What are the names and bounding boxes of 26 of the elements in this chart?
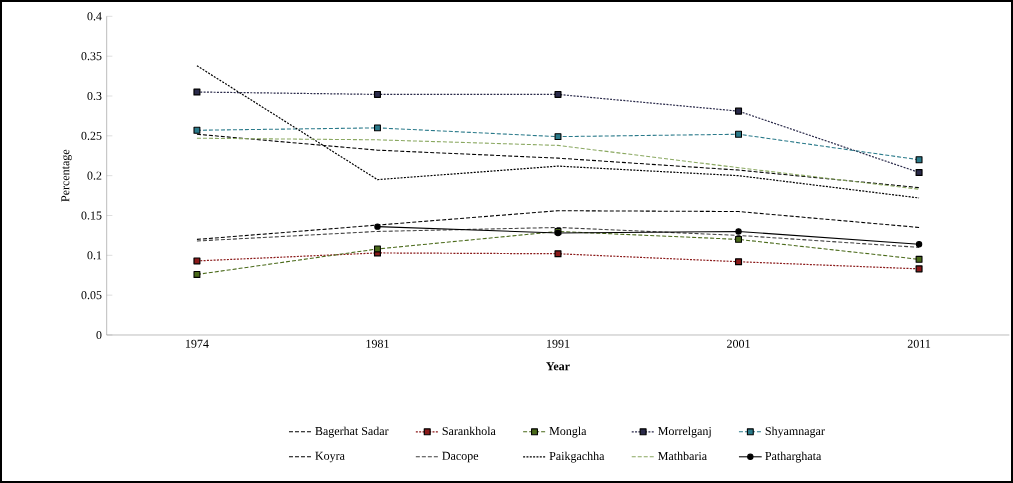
x-tick-label: 1981 (366, 339, 389, 348)
x-tick-label: 1991 (547, 339, 570, 348)
legend-label: Mongla (549, 426, 587, 438)
x-axis-title: Year (546, 362, 570, 371)
y-tick-label: 0.2 (87, 171, 102, 180)
legend-label: Bagerhat Sadar (315, 426, 389, 438)
x-tick-label: 1974 (185, 339, 209, 348)
x-tick-label: 2011 (907, 339, 931, 348)
y-tick-label: 0.05 (81, 291, 102, 300)
y-tick-label: 0.1 (87, 251, 102, 260)
y-axis-title: Percentage (61, 149, 72, 202)
x-tick-label: 2001 (727, 339, 750, 348)
legend-label: Morrelganj (658, 426, 711, 438)
legend-label: Shyamnagar (765, 426, 825, 438)
y-tick-label: 0.35 (81, 52, 102, 61)
y-tick-label: 0.3 (87, 91, 102, 101)
legend-label: Patharghata (765, 451, 822, 463)
y-tick-label: 0.15 (81, 211, 102, 220)
y-tick-label: 0.25 (81, 131, 102, 140)
legend-label: Koyra (315, 451, 345, 463)
legend-label: Sarankhola (442, 426, 496, 436)
y-tick-label: 0 (96, 330, 102, 340)
y-tick-label: 0.4 (87, 12, 102, 21)
legend-label: Mathbaria (658, 451, 707, 461)
legend-label: Paikgachha (549, 451, 605, 463)
legend-label: Dacope (442, 451, 479, 463)
